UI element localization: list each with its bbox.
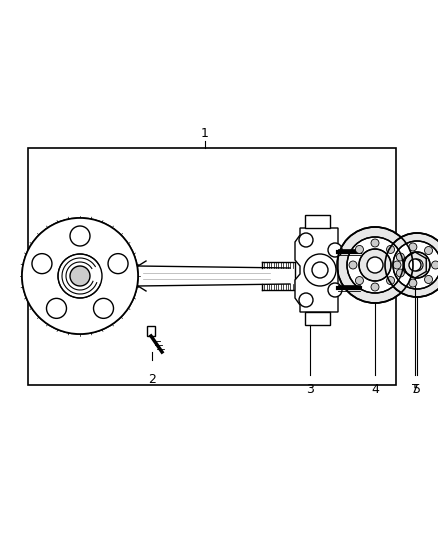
Circle shape <box>408 279 416 287</box>
Circle shape <box>58 254 102 298</box>
Circle shape <box>370 239 378 247</box>
Circle shape <box>386 277 394 285</box>
Circle shape <box>22 218 138 334</box>
Circle shape <box>408 243 416 251</box>
Polygon shape <box>294 228 337 312</box>
Circle shape <box>396 253 403 261</box>
Circle shape <box>327 283 341 297</box>
Circle shape <box>424 276 431 284</box>
Circle shape <box>410 259 422 271</box>
Circle shape <box>384 233 438 297</box>
Circle shape <box>327 243 341 257</box>
Circle shape <box>70 266 90 286</box>
Text: 5: 5 <box>412 383 420 396</box>
Circle shape <box>108 254 128 273</box>
Circle shape <box>303 254 335 286</box>
Circle shape <box>366 257 382 273</box>
Circle shape <box>311 262 327 278</box>
Circle shape <box>431 261 438 269</box>
Circle shape <box>348 261 356 269</box>
Circle shape <box>298 293 312 307</box>
Bar <box>28 148 395 385</box>
Circle shape <box>32 254 52 273</box>
Text: 4: 4 <box>370 383 378 396</box>
Circle shape <box>298 233 312 247</box>
Circle shape <box>396 269 403 277</box>
Circle shape <box>358 249 390 281</box>
Circle shape <box>392 261 400 269</box>
Ellipse shape <box>22 218 138 334</box>
Bar <box>147 326 155 336</box>
Text: 7: 7 <box>410 383 418 396</box>
Circle shape <box>403 252 429 278</box>
Circle shape <box>386 245 394 254</box>
Circle shape <box>370 283 378 291</box>
Circle shape <box>336 227 412 303</box>
Circle shape <box>392 241 438 289</box>
Circle shape <box>408 259 420 271</box>
Text: 2: 2 <box>148 373 155 386</box>
Circle shape <box>424 247 431 255</box>
Text: 3: 3 <box>305 383 313 396</box>
Circle shape <box>355 277 363 285</box>
Circle shape <box>346 237 402 293</box>
Circle shape <box>355 245 363 254</box>
Circle shape <box>70 226 90 246</box>
Polygon shape <box>304 312 329 325</box>
Polygon shape <box>403 252 425 278</box>
Circle shape <box>46 298 66 318</box>
Text: 1: 1 <box>201 126 208 140</box>
Polygon shape <box>304 215 329 228</box>
Circle shape <box>93 298 113 318</box>
